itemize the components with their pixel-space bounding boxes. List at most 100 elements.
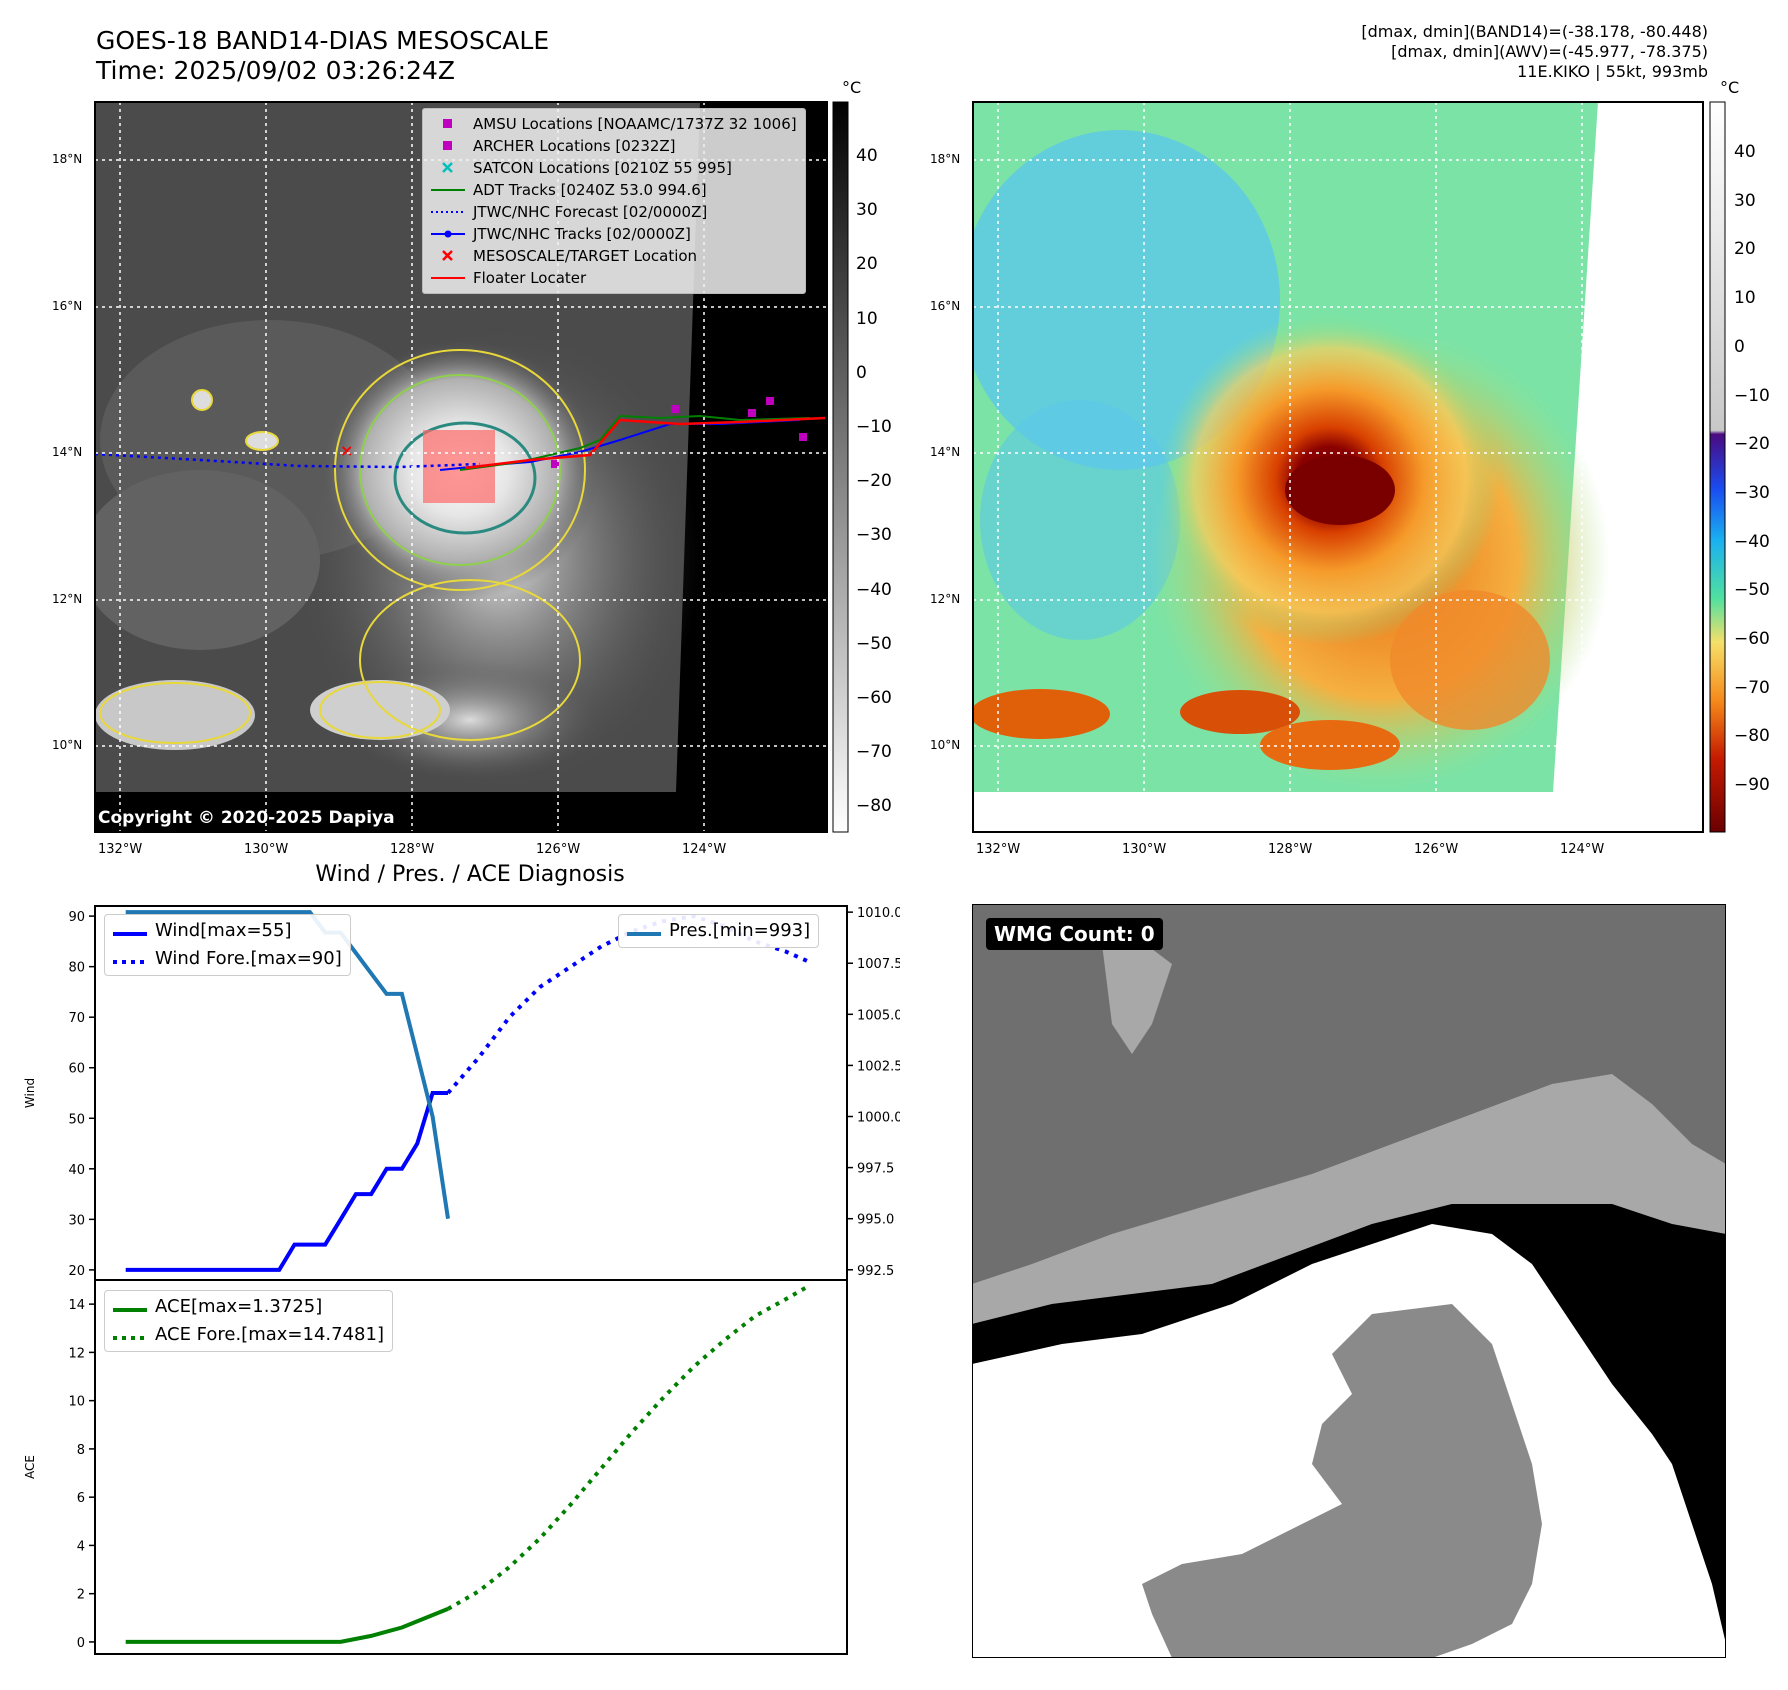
colorbar-tick-label: −20	[1734, 434, 1770, 455]
tick-label: 30	[68, 1213, 85, 1228]
legend-item-wind: Wind[max=55]	[113, 917, 342, 945]
colorbar-tick-label: −30	[1734, 482, 1770, 503]
image-title: GOES-18 BAND14-DIAS MESOSCALE Time: 2025…	[96, 26, 549, 86]
legend-label: AMSU Locations [NOAAMC/1737Z 32 1006]	[473, 115, 797, 133]
colorbar-tick-label: −10	[856, 417, 892, 437]
colorbar-tick-label: 30	[1734, 190, 1756, 211]
legend-label: Floater Locater	[473, 269, 587, 287]
tick-label: 12	[68, 1346, 85, 1361]
colorbar-tick-label: 40	[1734, 142, 1756, 162]
colorbar-tick-label: 0	[1734, 336, 1745, 357]
legend-label: ADT Tracks [0240Z 53.0 994.6]	[473, 181, 707, 199]
dotted-line-swatch	[113, 1324, 147, 1346]
svg-text:×: ×	[340, 441, 353, 460]
line-symbol-icon	[431, 179, 465, 201]
ir-gray-map: ×	[94, 101, 1726, 833]
square-symbol-icon	[431, 113, 465, 135]
line-dot-symbol-icon	[431, 223, 465, 245]
line-symbol-icon	[431, 267, 465, 289]
colorbar-tick-label: 30	[856, 200, 878, 221]
pressure-legend: Pres.[min=993]	[618, 914, 820, 948]
lat-label: 14°N	[930, 445, 961, 459]
colorbar-tick-label: 20	[1734, 239, 1756, 260]
colorbar-tick-label: −80	[856, 796, 892, 817]
lon-label: 124°W	[682, 842, 727, 857]
tick-label: 50	[68, 1112, 85, 1127]
legend-label: JTWC/NHC Forecast [02/0000Z]	[473, 203, 708, 221]
colorbar-tick-label: −70	[856, 742, 892, 763]
lon-label: 130°W	[1122, 842, 1167, 857]
lon-label: 132°W	[976, 842, 1021, 857]
tick-label: 1010.0	[857, 906, 900, 921]
series-line	[125, 1607, 449, 1644]
lon-label: 124°W	[1560, 842, 1605, 857]
colorbar-tick-label: −40	[856, 579, 892, 600]
tick-label: 0	[77, 1636, 85, 1651]
tick-label: 8	[77, 1443, 85, 1458]
info-line-1: [dmax, dmin](BAND14)=(-38.178, -80.448)	[1361, 22, 1708, 41]
legend-item-wind-fore: Wind Fore.[max=90]	[113, 945, 342, 973]
series-line	[447, 1284, 810, 1611]
map-legend: AMSU Locations [NOAAMC/1737Z 32 1006] ARC…	[422, 108, 806, 294]
lat-label: 14°N	[52, 445, 83, 459]
colorbar-tick-label: −40	[1734, 531, 1770, 552]
colorbar-tick-label: −60	[856, 688, 892, 708]
lat-label: 18°N	[52, 152, 83, 166]
colorbar-tick-label: 10	[856, 308, 878, 329]
colorbar-tick-label: −70	[1734, 677, 1770, 698]
lat-label: 12°N	[930, 592, 961, 606]
tick-label: 995.0	[857, 1213, 894, 1228]
lon-label: 128°W	[390, 842, 435, 857]
legend-wind-fore-label: Wind Fore.[max=90]	[155, 948, 342, 969]
x-symbol-icon	[431, 157, 465, 179]
colorbar-tick-label: −30	[856, 525, 892, 546]
lon-label: 132°W	[98, 842, 143, 857]
ace-plot-frame	[94, 1279, 848, 1655]
color-colorbar-unit: °C	[1720, 78, 1740, 97]
tick-label: 2	[77, 1588, 85, 1603]
ace-axis-label: ACE	[23, 1455, 37, 1479]
tick-label: 997.5	[857, 1162, 894, 1177]
gray-colorbar-unit: °C	[842, 78, 862, 97]
diagnosis-chart: 90807060504030201010.01007.51005.01002.5…	[23, 905, 900, 1655]
colorbar-tick-label: 10	[1734, 288, 1756, 309]
lon-label: 126°W	[1414, 842, 1459, 857]
legend-item: ARCHER Locations [0232Z]	[431, 135, 797, 157]
legend-label: SATCON Locations [0210Z 55 995]	[473, 159, 732, 177]
x-symbol-icon	[431, 245, 465, 267]
tick-label: 1007.5	[857, 957, 900, 972]
colorbar-tick-label: −80	[1734, 726, 1770, 747]
wind-legend: Wind[max=55] Wind Fore.[max=90]	[104, 914, 351, 976]
tick-label: 4	[77, 1539, 85, 1554]
copyright-text: Copyright © 2020-2025 Dapiya	[98, 808, 395, 828]
diagnosis-title: Wind / Pres. / ACE Diagnosis	[315, 862, 625, 887]
info-block: [dmax, dmin](BAND14)=(-38.178, -80.448) …	[1361, 22, 1708, 82]
colorbar-tick-label: −90	[1734, 775, 1770, 796]
legend-item: SATCON Locations [0210Z 55 995]	[431, 157, 797, 179]
tick-label: 90	[68, 910, 85, 925]
ir-color-image	[973, 102, 1703, 832]
tick-label: 10	[68, 1395, 85, 1410]
tick-label: 80	[68, 961, 85, 976]
gray-colorbar	[832, 101, 849, 833]
legend-pres-label: Pres.[min=993]	[669, 920, 811, 941]
colorbar-tick-label: 0	[856, 362, 867, 383]
legend-item: JTWC/NHC Tracks [02/0000Z]	[431, 223, 797, 245]
ir-color-gridlines	[973, 102, 1703, 832]
wmg-panel	[972, 904, 1726, 1658]
ace-legend: ACE[max=1.3725] ACE Fore.[max=14.7481]	[104, 1290, 393, 1352]
tick-label: 992.5	[857, 1264, 894, 1279]
legend-item: AMSU Locations [NOAAMC/1737Z 32 1006]	[431, 113, 797, 135]
legend-label: MESOSCALE/TARGET Location	[473, 247, 698, 265]
tick-label: 6	[77, 1491, 85, 1506]
tick-label: 60	[68, 1062, 85, 1077]
tick-label: 1002.5	[857, 1059, 900, 1074]
lat-label: 16°N	[930, 299, 961, 313]
dotted-line-swatch	[113, 948, 147, 970]
legend-item-ace: ACE[max=1.3725]	[113, 1293, 384, 1321]
legend-item: JTWC/NHC Forecast [02/0000Z]	[431, 201, 797, 223]
legend-item: Floater Locater	[431, 267, 797, 289]
legend-ace-fore-label: ACE Fore.[max=14.7481]	[155, 1324, 384, 1345]
title-line-1: GOES-18 BAND14-DIAS MESOSCALE	[96, 26, 550, 55]
lon-label: 130°W	[244, 842, 289, 857]
